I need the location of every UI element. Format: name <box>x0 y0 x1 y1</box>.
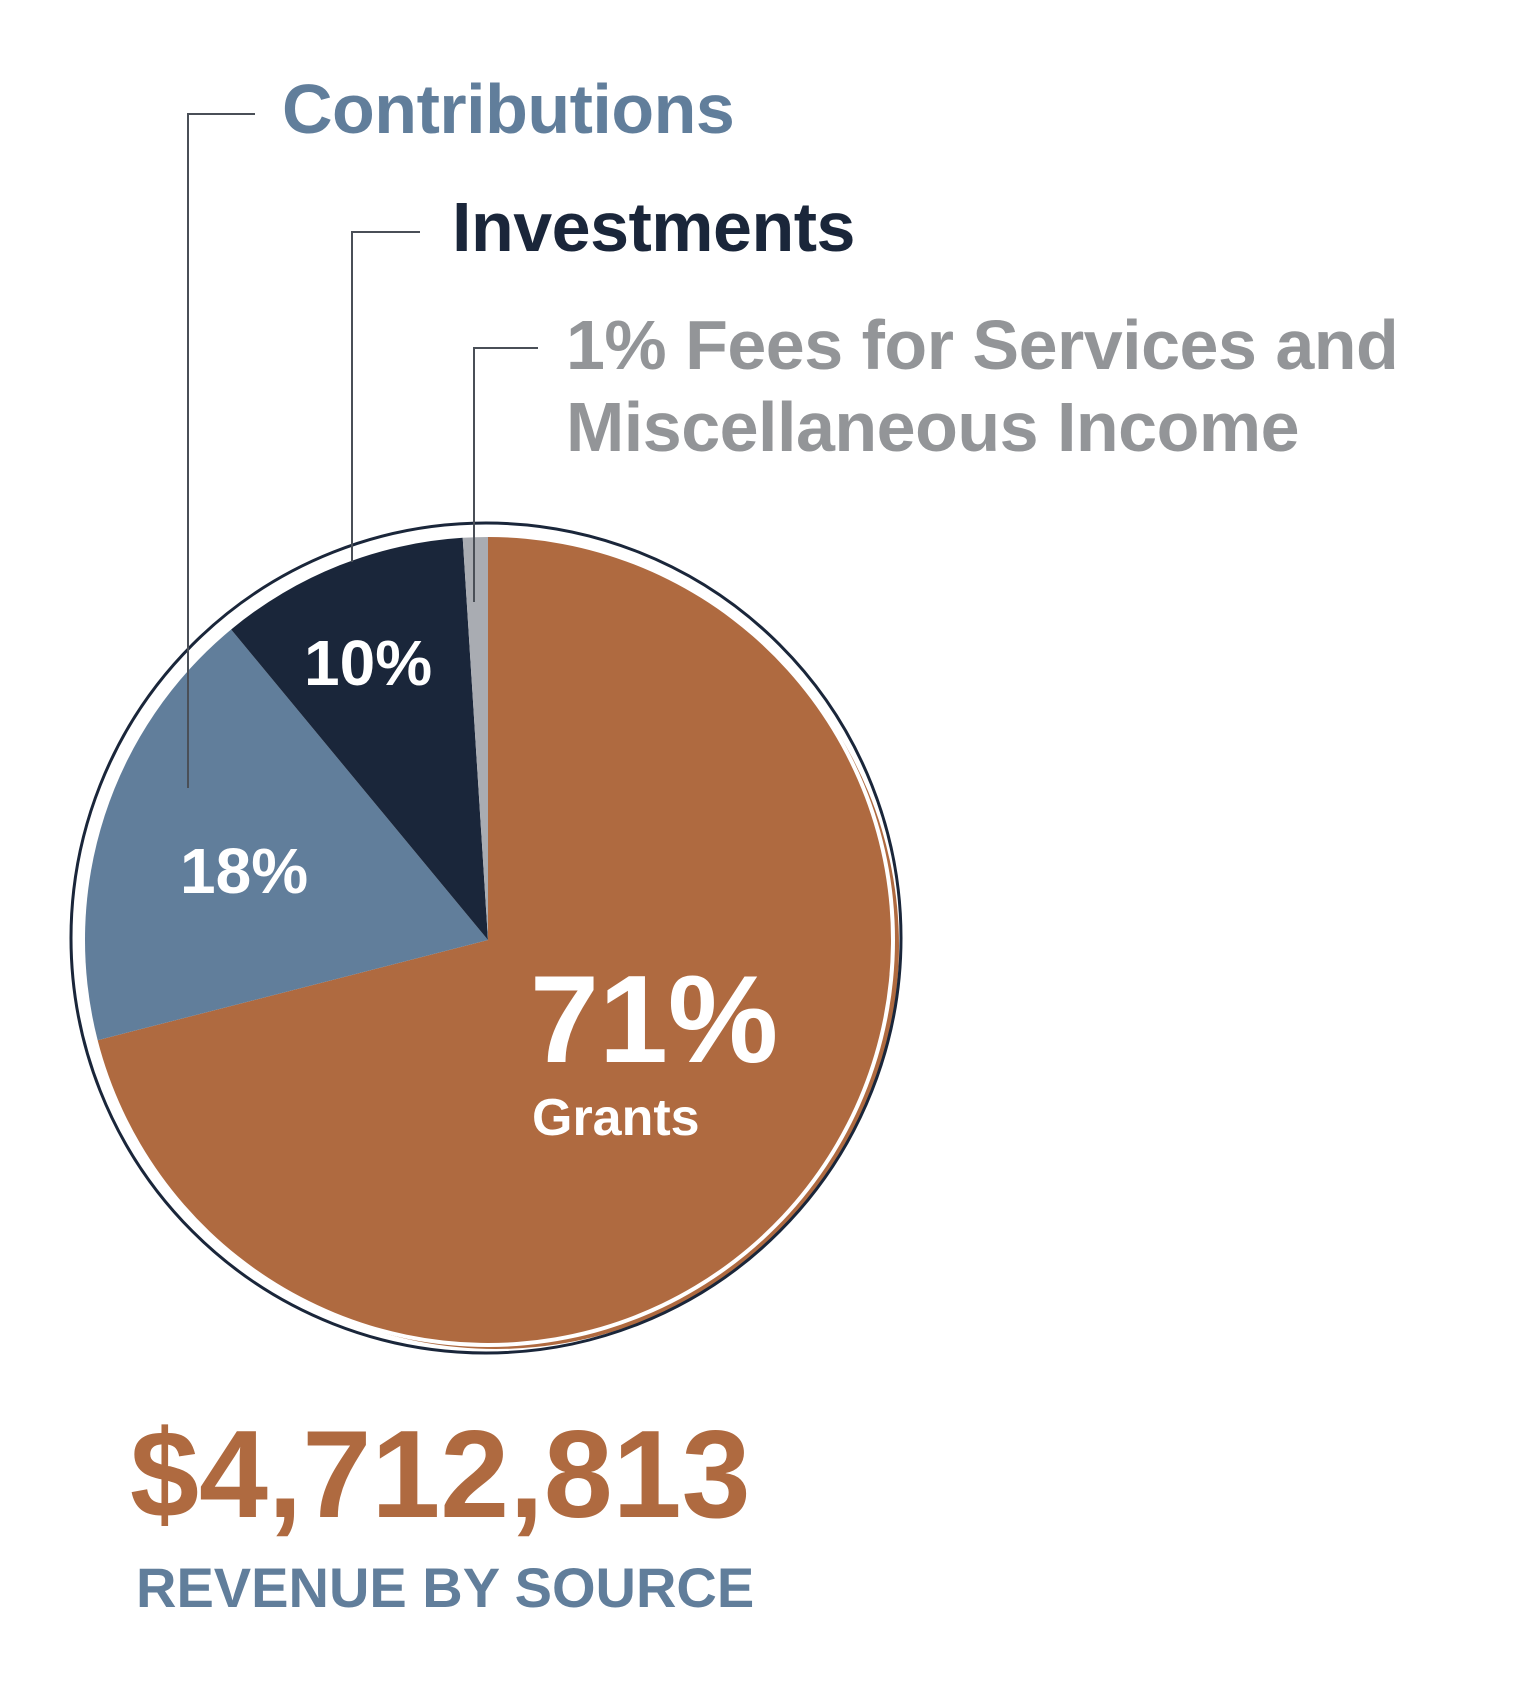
legend-label-fees-line1: 1% Fees for Services and <box>566 306 1399 384</box>
leader-line-contributions <box>187 113 255 788</box>
total-revenue-caption: REVENUE BY SOURCE <box>136 1556 755 1619</box>
pie-slice-investments <box>231 537 488 940</box>
slice-label-contributions: 18% <box>180 835 309 907</box>
pie-layer <box>69 521 903 1355</box>
slice-name-grants: Grants <box>532 1089 700 1147</box>
pie-slice-fees <box>462 537 488 940</box>
legend-label-contributions: Contributions <box>282 70 735 148</box>
leader-line-fees <box>473 347 538 602</box>
leader-line-investments <box>351 231 420 562</box>
slice-label-investments: 10% <box>304 627 433 699</box>
slice-label-grants: 71% <box>530 951 779 1089</box>
leader-lines <box>187 113 538 788</box>
pie-slice-grants <box>97 537 891 1343</box>
total-revenue-amount: $4,712,813 <box>130 1406 751 1544</box>
pie-outline <box>69 521 903 1355</box>
legend-label-fees: 1% Fees for Services and Miscellaneous I… <box>566 304 1399 468</box>
legend-label-investments: Investments <box>452 188 855 266</box>
pie-slice-contributions <box>84 629 489 1041</box>
legend-label-fees-line2: Miscellaneous Income <box>566 388 1300 466</box>
